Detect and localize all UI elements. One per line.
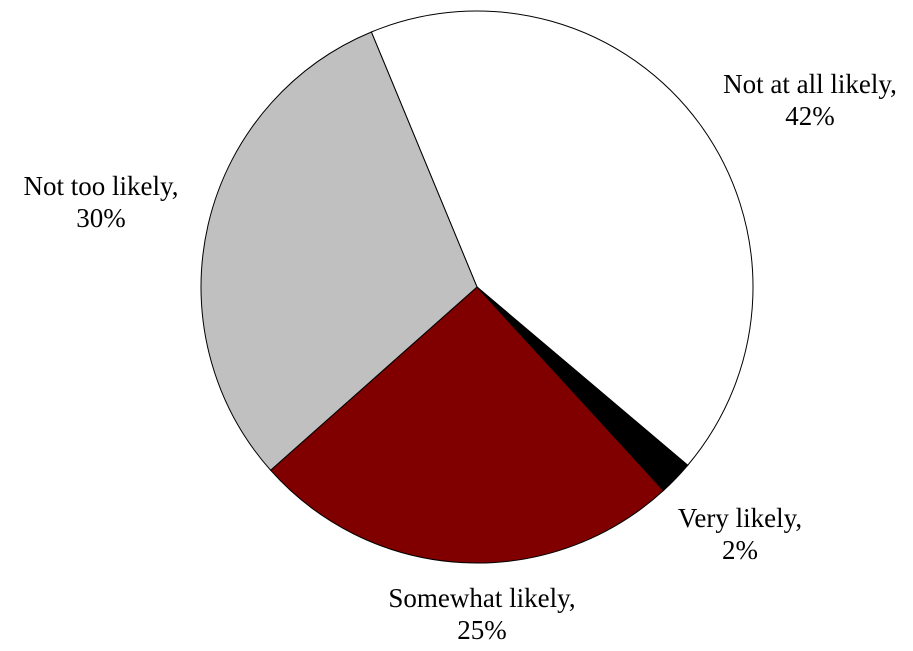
label-value-not-too-likely: 30%: [76, 203, 126, 233]
label-category-not-too-likely: Not too likely,: [24, 171, 179, 201]
pie-labels: Not at all likely,42% Very likely,2% Somew…: [24, 69, 897, 645]
label-somewhat-likely: Somewhat likely,25%: [388, 583, 575, 645]
label-value-somewhat-likely: 25%: [457, 615, 507, 645]
label-category-somewhat-likely: Somewhat likely,: [388, 583, 575, 613]
label-category-very-likely: Very likely,: [678, 503, 802, 533]
label-not-too-likely: Not too likely,30%: [24, 171, 179, 233]
label-value-not-at-all-likely: 42%: [785, 101, 835, 131]
pie-slices: [200, 10, 754, 564]
label-not-at-all-likely: Not at all likely,42%: [723, 69, 897, 131]
slice-not-at-all-likely: [370, 10, 754, 466]
label-very-likely: Very likely,2%: [678, 503, 802, 565]
label-category-not-at-all-likely: Not at all likely,: [723, 69, 897, 99]
slice-not-too-likely: [200, 31, 478, 471]
slice-somewhat-likely: [269, 286, 665, 564]
label-value-very-likely: 2%: [722, 535, 758, 565]
